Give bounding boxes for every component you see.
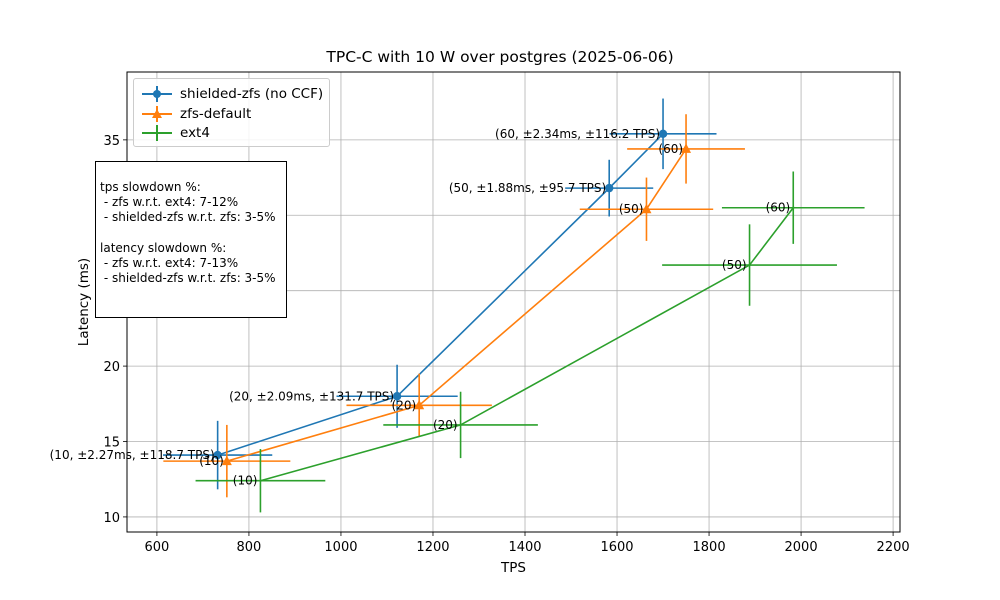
series-1: [163, 114, 745, 498]
annotation-line: - shielded-zfs w.r.t. zfs: 3-5%: [100, 271, 276, 286]
series-2: [195, 171, 865, 513]
x-tick-label: 1000: [324, 540, 357, 555]
data-point: [213, 450, 222, 460]
x-axis-label: TPS: [501, 560, 526, 576]
data-point: [459, 423, 462, 427]
y-axis-label: Latency (ms): [76, 257, 92, 347]
data-point: [641, 203, 652, 214]
data-label: (20): [392, 398, 417, 412]
legend-item-shielded-zfs: shielded-zfs (no CCF): [142, 85, 323, 103]
x-tick-label: 800: [237, 540, 262, 555]
annotation-line: tps slowdown %:: [100, 180, 201, 194]
data-point: [392, 392, 402, 401]
x-tick-label: 1200: [416, 540, 449, 555]
data-label: (10): [199, 454, 224, 468]
y-tick-label: 10: [103, 511, 120, 526]
data-point: [681, 143, 692, 153]
data-label: (50): [619, 202, 644, 216]
x-tick-label: 1400: [508, 540, 541, 555]
data-label: (20, ±2.09ms, ±131.7 TPS): [229, 389, 394, 403]
legend-item-ext4: ext4: [142, 124, 210, 142]
data-point: [605, 183, 614, 193]
x-tick-label: 1800: [693, 540, 726, 555]
annotation-box: tps slowdown %: - zfs w.r.t. ext4: 7-12%…: [95, 161, 287, 318]
data-label: (10): [233, 474, 258, 488]
legend-label: ext4: [180, 125, 210, 141]
data-label: (10, ±2.27ms, ±118.7 TPS): [50, 448, 215, 462]
legend-marker-triangle-icon: [142, 105, 172, 123]
data-label: (60, ±2.34ms, ±116.2 TPS): [495, 127, 660, 141]
series-line: [260, 207, 794, 482]
data-point: [748, 263, 751, 267]
annotation-line: - zfs w.r.t. ext4: 7-13%: [100, 255, 239, 270]
legend-label: shielded-zfs (no CCF): [180, 86, 324, 102]
series-layer: [163, 98, 865, 513]
data-label: (60): [766, 201, 791, 215]
point-labels: (10, ±2.27ms, ±118.7 TPS) (20, ±2.09ms, ±…: [50, 127, 791, 488]
data-label: (50, ±1.88ms, ±95.7 TPS): [449, 181, 606, 195]
data-point: [221, 455, 232, 466]
data-point: [259, 479, 262, 482]
data-point: [792, 206, 795, 209]
data-point: [414, 399, 425, 410]
annotation-line: [96, 226, 286, 241]
data-label: (50): [722, 258, 747, 272]
series-0: [163, 98, 717, 490]
series-line: [226, 148, 687, 462]
x-tick-label: 1600: [600, 540, 633, 555]
y-tick-label: 35: [103, 134, 120, 149]
annotation-line: - shielded-zfs w.r.t. zfs: 3-5%: [100, 210, 276, 225]
legend-marker-circle-icon: [142, 85, 172, 103]
x-tick-label: 2000: [785, 540, 818, 555]
y-tick-label: 20: [103, 360, 120, 375]
legend: shielded-zfs (no CCF) zfs-default ext4: [133, 78, 330, 147]
chart-title: TPC-C with 10 W over postgres (2025-06-0…: [326, 48, 674, 66]
data-point: [658, 129, 668, 139]
legend-item-zfs-default: zfs-default: [142, 105, 251, 123]
x-tick-label: 2200: [877, 540, 910, 555]
y-tick-label: 15: [103, 436, 120, 451]
legend-label: zfs-default: [180, 106, 252, 122]
annotation-line: latency slowdown %:: [100, 240, 227, 255]
series-line: [217, 133, 664, 456]
legend-marker-plus-icon: [142, 124, 172, 142]
data-label: (60): [658, 142, 683, 156]
x-tick-label: 600: [144, 540, 169, 555]
axis-ticks: 600 800 1000 1200 1400 1600 1800 2000 2200 10 15 20…: [103, 134, 909, 555]
annotation-line: - zfs w.r.t. ext4: 7-12%: [100, 195, 239, 210]
data-label: (20): [433, 418, 458, 432]
